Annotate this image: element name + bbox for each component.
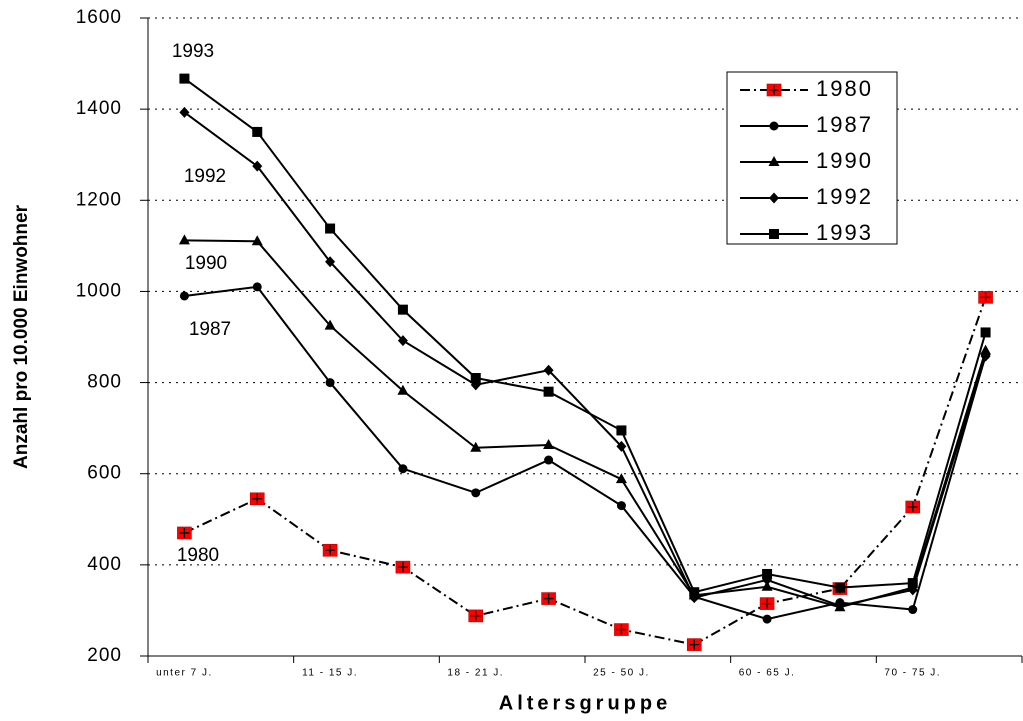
- y-tick-label: 1600: [76, 7, 122, 28]
- point: [978, 291, 993, 304]
- point: [543, 439, 555, 450]
- marker-cross: [543, 593, 554, 604]
- annotation: 1992: [184, 166, 226, 187]
- marker-cross: [689, 639, 700, 650]
- legend-label: 1980: [816, 76, 873, 101]
- point: [616, 440, 627, 452]
- point: [689, 587, 700, 598]
- y-tick-label: 400: [87, 554, 122, 575]
- x-tick-label: 25 - 50 J.: [593, 668, 650, 679]
- point: [177, 526, 192, 540]
- legend-marker: [769, 229, 779, 239]
- point: [178, 234, 190, 245]
- point: [543, 386, 554, 397]
- annotation: 1993: [172, 41, 214, 62]
- point: [761, 580, 773, 591]
- point: [252, 160, 263, 172]
- y-tick-label: 1200: [76, 189, 122, 210]
- point: [179, 73, 190, 84]
- legend-marker: [768, 156, 780, 166]
- point: [759, 597, 775, 610]
- x-tick-label: 70 - 75 J.: [884, 668, 941, 679]
- legend-marker: [769, 121, 779, 131]
- y-tick-label: 1400: [76, 98, 122, 119]
- point: [322, 543, 338, 557]
- point: [249, 492, 265, 506]
- point: [762, 614, 772, 624]
- series-line: [183, 77, 987, 594]
- y-tick-label: 1000: [76, 280, 122, 301]
- series-line: [184, 285, 987, 621]
- point: [251, 235, 263, 246]
- legend-label: 1990: [816, 148, 873, 173]
- annotation: 1980: [177, 545, 219, 566]
- y-tick-label: 800: [87, 372, 122, 393]
- point: [397, 304, 408, 315]
- x-axis-label: Altersgruppe: [499, 692, 671, 714]
- y-tick-label: 200: [87, 645, 122, 666]
- point: [616, 425, 627, 436]
- marker-cross: [179, 527, 190, 538]
- point: [324, 319, 336, 330]
- point: [614, 623, 629, 636]
- point: [395, 560, 411, 574]
- marker-cross: [470, 610, 481, 621]
- marker-cross: [907, 501, 918, 512]
- marker-cross: [762, 598, 773, 609]
- legend-box: [726, 71, 898, 245]
- legend-marker: [769, 192, 779, 204]
- marker-cross: [252, 493, 263, 504]
- marker-cross: [325, 545, 336, 556]
- point: [325, 223, 336, 234]
- point: [179, 106, 190, 118]
- marker-cross: [397, 562, 408, 573]
- point: [325, 256, 336, 268]
- point: [470, 373, 481, 384]
- point: [397, 335, 408, 347]
- x-tick-label: 60 - 65 J.: [739, 668, 796, 679]
- x-tick-label: 11 - 15 J.: [302, 668, 358, 679]
- y-axis-label: Anzahl pro 10.000 Einwohner: [11, 204, 32, 469]
- point: [616, 501, 626, 511]
- point: [325, 378, 335, 388]
- marker-cross: [616, 624, 627, 635]
- x-tick-label: 18 - 21 J.: [447, 668, 504, 679]
- series-line: [184, 239, 987, 609]
- annotation: 1990: [185, 253, 227, 274]
- point: [541, 592, 556, 605]
- point: [252, 282, 262, 292]
- marker-cross: [769, 85, 779, 95]
- point: [980, 350, 991, 362]
- point: [252, 126, 263, 137]
- legend-marker: [766, 83, 782, 97]
- point: [908, 605, 918, 615]
- point: [980, 327, 991, 338]
- x-tick-label: unter 7 J.: [156, 668, 213, 679]
- point: [907, 578, 918, 589]
- point: [179, 291, 189, 301]
- point: [686, 638, 702, 651]
- annotation: 1987: [189, 319, 231, 340]
- series-line: [183, 111, 987, 607]
- y-tick-label: 600: [87, 463, 122, 484]
- legend-label: 1993: [816, 220, 873, 245]
- point: [544, 455, 554, 465]
- marker-cross: [980, 292, 991, 303]
- point: [468, 609, 484, 623]
- point: [615, 473, 627, 484]
- point: [398, 464, 408, 474]
- point: [397, 384, 409, 395]
- point: [543, 364, 554, 376]
- point: [762, 568, 773, 579]
- point: [980, 344, 992, 355]
- legend-label: 1992: [816, 184, 873, 209]
- legend-label: 1987: [816, 112, 873, 137]
- point: [905, 500, 921, 514]
- point: [834, 600, 845, 612]
- point: [471, 488, 481, 498]
- point: [834, 582, 845, 593]
- series-line: [183, 297, 987, 646]
- point: [470, 441, 482, 452]
